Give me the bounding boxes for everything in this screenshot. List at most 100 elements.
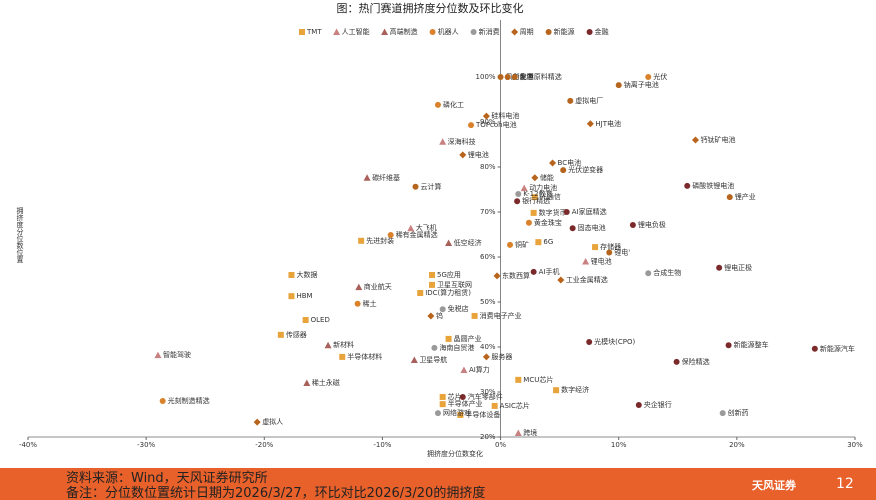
point <box>549 159 557 167</box>
y-tick-label: 50% <box>480 298 496 306</box>
point <box>439 393 446 400</box>
point-label: HJT电池 <box>595 119 621 128</box>
legend-marker <box>429 29 436 35</box>
point <box>302 317 309 323</box>
page-number: 12 <box>836 476 854 492</box>
point-label: ASIC芯片 <box>500 401 530 410</box>
x-tick-label: 30% <box>847 441 863 449</box>
point <box>507 241 514 248</box>
point-label: 碳纤维基 <box>372 173 400 182</box>
point <box>459 151 467 159</box>
point-label: 光伏逆变器 <box>568 165 603 174</box>
point <box>531 174 539 182</box>
point-label: 先进封装 <box>366 236 394 245</box>
legend-marker <box>381 28 389 35</box>
point <box>253 418 261 426</box>
y-tick-label: 20% <box>480 433 496 441</box>
point-label: 锂电池 <box>468 150 489 159</box>
point <box>560 167 567 174</box>
point <box>635 402 642 409</box>
point-label: 晶圆产业 <box>454 334 482 343</box>
point-label: 光刻制造精选 <box>168 396 210 405</box>
point-label: 汽车零部件 <box>468 392 503 401</box>
point <box>288 293 295 300</box>
point-label: 新能源汽车 <box>820 344 855 353</box>
point-label: 东数西算 <box>502 271 530 280</box>
point-label: MCU芯片 <box>523 375 553 384</box>
point <box>482 353 490 361</box>
source-note: 资料来源：Wind，天风证券研究所 备注：分位数位置统计日期为2026/3/27，… <box>66 471 485 500</box>
point-label: 深海科技 <box>448 137 476 146</box>
point <box>520 184 528 192</box>
point-label: 芯片 <box>448 392 462 401</box>
point-label: IDC(算力租赁) <box>425 288 471 297</box>
point <box>339 353 346 360</box>
point <box>460 366 468 373</box>
point-label: 黄金珠宝 <box>534 218 562 227</box>
point-label: 稀土永磁 <box>312 378 340 387</box>
point <box>726 194 733 201</box>
point-label: 锂电正极 <box>724 263 752 272</box>
point-label: 5G应用 <box>437 270 461 279</box>
point <box>434 101 441 108</box>
point <box>429 272 436 278</box>
point-label: 消费电子产业 <box>480 311 522 320</box>
point <box>354 300 361 307</box>
legend-label: 金融 <box>595 27 609 36</box>
legend-label: 新消费 <box>479 27 500 36</box>
point-label: 稀有金属精选 <box>396 230 438 239</box>
point-label: AI算力 <box>469 365 490 374</box>
point-label: 合成生物 <box>653 268 681 277</box>
point-label: AI手机 <box>539 267 560 276</box>
point-label: 钨 <box>436 311 443 320</box>
legend-marker <box>333 28 341 35</box>
point-label: 6G <box>543 238 553 246</box>
point-label: 磷酸铁锂电池 <box>692 181 734 190</box>
source: 资料来源：Wind，天风证券研究所 <box>66 471 268 486</box>
point <box>515 191 522 197</box>
point-label: 化学原料精选 <box>520 72 562 81</box>
point-label: 智能驾驶 <box>163 350 191 359</box>
point-label: 新能源整车 <box>734 340 769 349</box>
point-label: 服务器 <box>491 352 512 361</box>
y-tick-label: 80% <box>480 163 496 171</box>
x-tick-label: -10% <box>373 441 391 449</box>
point <box>606 249 613 256</box>
legend-label: 周期 <box>520 28 534 36</box>
point <box>535 239 542 246</box>
point <box>569 225 576 232</box>
point <box>431 344 438 351</box>
point-label: HBM <box>296 292 312 300</box>
point-label: 央企银行 <box>644 400 672 409</box>
legend-label: TMT <box>306 28 322 36</box>
point <box>811 345 818 352</box>
point-label: 保险精选 <box>682 357 710 366</box>
point <box>684 182 691 189</box>
logo: 天风证券 <box>752 479 796 492</box>
point <box>673 358 680 365</box>
point-label: 硅料电池 <box>491 111 519 120</box>
point <box>154 351 162 359</box>
point <box>491 402 498 409</box>
point-label: 虚拟电厂 <box>575 96 603 105</box>
legend-label: 高端制造 <box>390 27 418 36</box>
point-label: 免税店 <box>448 304 469 313</box>
point-label: 大数据 <box>296 270 317 279</box>
point <box>582 258 590 265</box>
point <box>629 222 636 229</box>
point <box>471 312 478 319</box>
point <box>387 231 394 238</box>
point <box>159 398 166 404</box>
point <box>531 194 538 201</box>
point <box>725 342 732 349</box>
point <box>716 264 723 271</box>
point <box>586 120 594 128</box>
legend-marker <box>470 29 477 35</box>
x-axis-title: 拥挤度分位数变化 <box>427 449 483 458</box>
point-label: 银行精选 <box>522 196 550 205</box>
point <box>557 276 565 284</box>
point <box>615 82 622 89</box>
point-label: 锂电负极 <box>638 220 666 229</box>
legend-marker <box>586 29 593 35</box>
point <box>355 283 363 291</box>
